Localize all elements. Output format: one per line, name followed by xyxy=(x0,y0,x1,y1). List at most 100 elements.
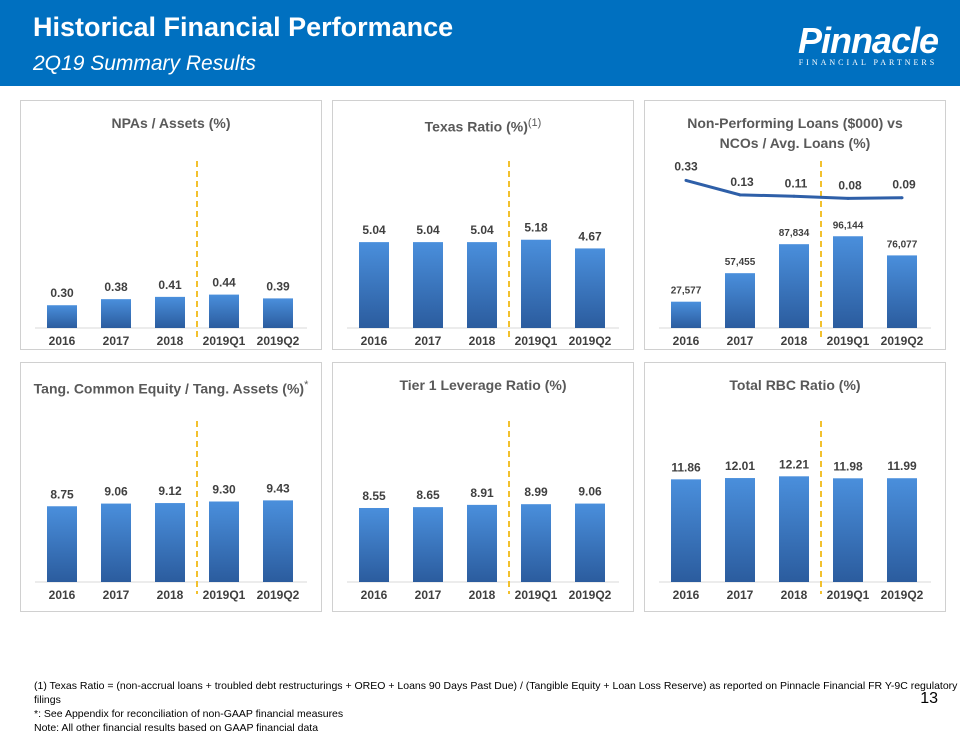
nco-point xyxy=(846,196,850,200)
data-label: 12.01 xyxy=(725,459,755,473)
data-label: 57,455 xyxy=(725,257,756,268)
bar-2019Q1 xyxy=(521,504,551,582)
bar-2018 xyxy=(467,242,497,328)
x-tick-label: 2019Q1 xyxy=(203,334,246,348)
footnotes: (1) Texas Ratio = (non-accrual loans + t… xyxy=(34,679,960,735)
data-label: 0.38 xyxy=(104,280,128,294)
chart-title: Total RBC Ratio (%) xyxy=(645,375,945,395)
bar-2016 xyxy=(47,506,77,582)
data-label: 11.86 xyxy=(671,460,701,474)
nco-data-label: 0.11 xyxy=(785,176,808,190)
chart-svg: 27,577 2016 57,455 2017 87,834 2018 96,144 2019… xyxy=(659,159,931,348)
data-label: 87,834 xyxy=(779,228,810,239)
data-label: 96,144 xyxy=(833,220,864,231)
nco-point xyxy=(738,193,742,197)
bar-2016 xyxy=(671,479,701,582)
chart-svg: 8.55 2016 8.65 2017 8.91 2018 8.99 2019Q1 9.06 20… xyxy=(347,421,619,602)
data-label: 0.30 xyxy=(50,286,74,300)
data-label: 8.75 xyxy=(50,487,74,501)
x-tick-label: 2016 xyxy=(673,588,700,602)
chart-title-line: Non-Performing Loans ($000) vs xyxy=(687,115,903,131)
x-tick-label: 2016 xyxy=(361,334,388,348)
chart-panel-5: Tier 1 Leverage Ratio (%) 8.55 2016 8.65 201… xyxy=(332,362,634,612)
x-tick-label: 2018 xyxy=(781,334,808,348)
bar-2019Q1 xyxy=(209,501,239,582)
x-tick-label: 2016 xyxy=(49,334,76,348)
x-tick-label: 2017 xyxy=(727,334,754,348)
bar-2016 xyxy=(47,305,77,328)
bar-2018 xyxy=(155,503,185,582)
chart-title: Tier 1 Leverage Ratio (%) xyxy=(333,375,633,395)
data-label: 9.43 xyxy=(266,481,290,495)
x-tick-label: 2017 xyxy=(415,334,442,348)
data-label: 0.41 xyxy=(158,278,182,292)
x-tick-label: 2018 xyxy=(781,588,808,602)
data-label: 5.04 xyxy=(362,223,386,237)
bar-2018 xyxy=(779,244,809,328)
x-tick-label: 2019Q1 xyxy=(827,588,870,602)
chart-title-text: Texas Ratio (%) xyxy=(424,118,528,135)
x-tick-label: 2019Q2 xyxy=(881,334,924,348)
bar-2019Q2 xyxy=(575,248,605,328)
x-tick-label: 2019Q1 xyxy=(203,588,246,602)
page-subtitle: 2Q19 Summary Results xyxy=(33,52,256,75)
bar-2016 xyxy=(359,242,389,328)
chart-panel-1: NPAs / Assets (%) 0.30 2016 0.38 2017 0.41 201… xyxy=(20,100,322,350)
chart-title: NPAs / Assets (%) xyxy=(21,113,321,133)
bar-2019Q2 xyxy=(263,298,293,328)
bar-2019Q1 xyxy=(521,239,551,328)
data-label: 5.04 xyxy=(470,223,494,237)
x-tick-label: 2018 xyxy=(157,588,184,602)
x-tick-label: 2017 xyxy=(415,588,442,602)
data-label: 9.30 xyxy=(212,483,236,497)
bar-2017 xyxy=(725,478,755,582)
chart-title-text: Tang. Common Equity / Tang. Assets (%) xyxy=(33,380,305,397)
nco-point xyxy=(900,196,904,200)
data-label: 4.67 xyxy=(578,229,602,243)
x-tick-label: 2016 xyxy=(673,334,700,348)
data-label: 0.39 xyxy=(266,279,290,293)
data-label: 11.99 xyxy=(887,459,917,473)
nco-data-label: 0.09 xyxy=(892,178,916,192)
data-label: 9.12 xyxy=(158,484,182,498)
x-tick-label: 2016 xyxy=(361,588,388,602)
bar-2017 xyxy=(725,273,755,328)
chart-panel-3: Non-Performing Loans ($000) vs NCOs / Avg… xyxy=(644,100,946,350)
bar-2017 xyxy=(101,299,131,328)
data-label: 8.55 xyxy=(362,489,386,503)
x-tick-label: 2018 xyxy=(469,334,496,348)
chart-panel-6: Total RBC Ratio (%) 11.86 2016 12.01 2017 12.… xyxy=(644,362,946,612)
bar-2018 xyxy=(155,296,185,328)
bar-2017 xyxy=(413,507,443,582)
data-label: 27,577 xyxy=(671,286,702,297)
header-bar: Historical Financial Performance 2Q19 Su… xyxy=(0,0,960,86)
page-number: 13 xyxy=(920,690,938,707)
data-label: 8.91 xyxy=(470,486,494,500)
bar-2017 xyxy=(413,242,443,328)
footnote-non-gaap: *: See Appendix for reconciliation of no… xyxy=(34,708,344,720)
footnote-texas-ratio: (1) Texas Ratio = (non-accrual loans + t… xyxy=(34,680,958,706)
data-label: 5.04 xyxy=(416,223,440,237)
bar-2019Q1 xyxy=(833,478,863,582)
bar-2016 xyxy=(671,301,701,328)
chart-svg: 0.30 2016 0.38 2017 0.41 2018 0.44 2019Q1 0.39 20… xyxy=(35,161,307,348)
bar-2016 xyxy=(359,507,389,582)
x-tick-label: 2018 xyxy=(157,334,184,348)
bar-2019Q2 xyxy=(263,500,293,582)
x-tick-label: 2019Q1 xyxy=(515,588,558,602)
bar-2019Q1 xyxy=(209,294,239,328)
data-label: 0.44 xyxy=(212,276,236,290)
data-label: 5.18 xyxy=(524,221,548,235)
logo-wordmark: Pinnacle xyxy=(797,20,939,61)
data-label: 12.21 xyxy=(779,457,809,471)
data-label: 9.06 xyxy=(104,485,128,499)
x-tick-label: 2019Q2 xyxy=(257,334,300,348)
data-label: 8.99 xyxy=(524,485,548,499)
chart-title: Tang. Common Equity / Tang. Assets (%)* xyxy=(21,375,321,399)
x-tick-label: 2019Q2 xyxy=(569,334,612,348)
page-title: Historical Financial Performance xyxy=(33,12,454,42)
footnote-gaap: Note: All other financial results based … xyxy=(34,722,319,734)
data-label: 76,077 xyxy=(887,239,918,250)
bar-2019Q2 xyxy=(887,255,917,328)
pinnacle-logo: Pinnacle FINANCIAL PARTNERS xyxy=(797,20,939,68)
